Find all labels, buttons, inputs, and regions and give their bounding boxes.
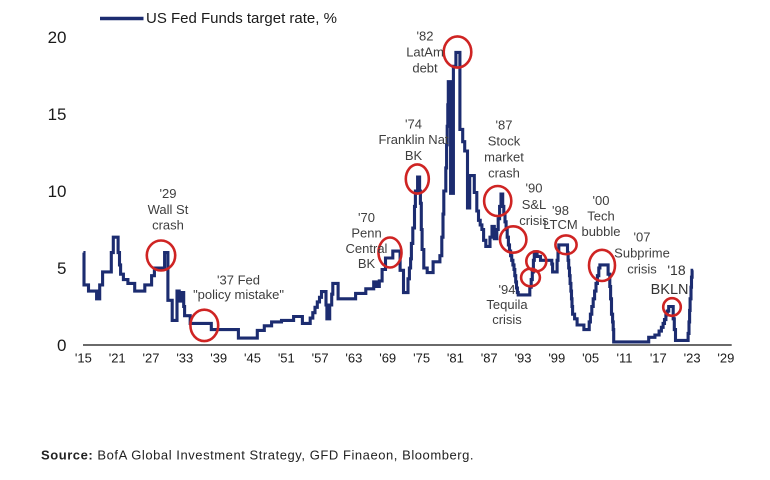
svg-text:'45: '45 [244, 351, 261, 366]
svg-text:LatAm: LatAm [406, 45, 444, 60]
svg-text:Stock: Stock [488, 133, 521, 148]
svg-text:'18: '18 [667, 262, 685, 278]
svg-text:'70: '70 [358, 210, 375, 225]
svg-text:LTCM: LTCM [543, 217, 577, 232]
svg-text:'63: '63 [345, 351, 362, 366]
svg-text:'87: '87 [496, 118, 513, 133]
svg-text:Subprime: Subprime [614, 246, 670, 261]
svg-text:Wall St: Wall St [148, 202, 189, 217]
svg-text:'15: '15 [75, 351, 92, 366]
svg-text:'29: '29 [160, 186, 177, 201]
svg-text:'29: '29 [717, 351, 734, 366]
svg-text:BK: BK [405, 148, 423, 163]
svg-text:'69: '69 [379, 351, 396, 366]
svg-text:S&L: S&L [522, 197, 547, 212]
svg-text:'74: '74 [405, 117, 422, 132]
svg-text:'51: '51 [278, 351, 295, 366]
svg-text:BKLN: BKLN [651, 282, 689, 298]
svg-text:'57: '57 [312, 351, 329, 366]
svg-text:crisis: crisis [519, 213, 549, 228]
svg-text:debt: debt [412, 61, 438, 76]
svg-text:'99: '99 [548, 351, 565, 366]
svg-text:bubble: bubble [581, 224, 620, 239]
svg-text:crash: crash [152, 218, 184, 233]
svg-text:'07: '07 [634, 230, 651, 245]
svg-text:crash: crash [488, 166, 520, 181]
svg-text:'94: '94 [499, 282, 516, 297]
svg-text:BK: BK [358, 256, 376, 271]
svg-text:'23: '23 [684, 351, 701, 366]
svg-text:'93: '93 [515, 351, 532, 366]
svg-text:'05: '05 [582, 351, 599, 366]
svg-text:'75: '75 [413, 351, 430, 366]
svg-text:0: 0 [57, 336, 66, 355]
svg-text:'11: '11 [617, 351, 633, 366]
svg-text:Source: BofA Global Investment: Source: BofA Global Investment Strategy,… [41, 448, 474, 463]
svg-text:Tequila: Tequila [486, 297, 528, 312]
svg-text:Central: Central [346, 241, 388, 256]
svg-text:'81: '81 [447, 351, 464, 366]
svg-text:crisis: crisis [627, 262, 657, 277]
svg-text:'87: '87 [481, 351, 498, 366]
svg-text:'37 Fed: '37 Fed [217, 272, 260, 287]
svg-text:'98: '98 [552, 203, 569, 218]
svg-text:'39: '39 [210, 351, 227, 366]
svg-text:Tech: Tech [587, 209, 614, 224]
svg-text:'21: '21 [109, 351, 126, 366]
svg-text:'00: '00 [593, 193, 610, 208]
svg-text:'82: '82 [417, 29, 434, 44]
svg-text:15: 15 [48, 105, 67, 124]
svg-text:Penn: Penn [351, 226, 381, 241]
svg-text:market: market [484, 150, 524, 165]
svg-text:20: 20 [48, 28, 67, 47]
svg-text:"policy mistake": "policy mistake" [193, 287, 284, 302]
svg-text:'27: '27 [143, 351, 160, 366]
svg-text:Franklin Nat: Franklin Nat [378, 132, 448, 147]
svg-text:5: 5 [57, 259, 66, 278]
svg-text:10: 10 [48, 182, 67, 201]
svg-text:crisis: crisis [492, 312, 522, 327]
svg-text:'17: '17 [650, 351, 667, 366]
svg-text:US Fed Funds target rate, %: US Fed Funds target rate, % [146, 10, 337, 27]
svg-text:'33: '33 [176, 351, 193, 366]
svg-text:'90: '90 [526, 181, 543, 196]
